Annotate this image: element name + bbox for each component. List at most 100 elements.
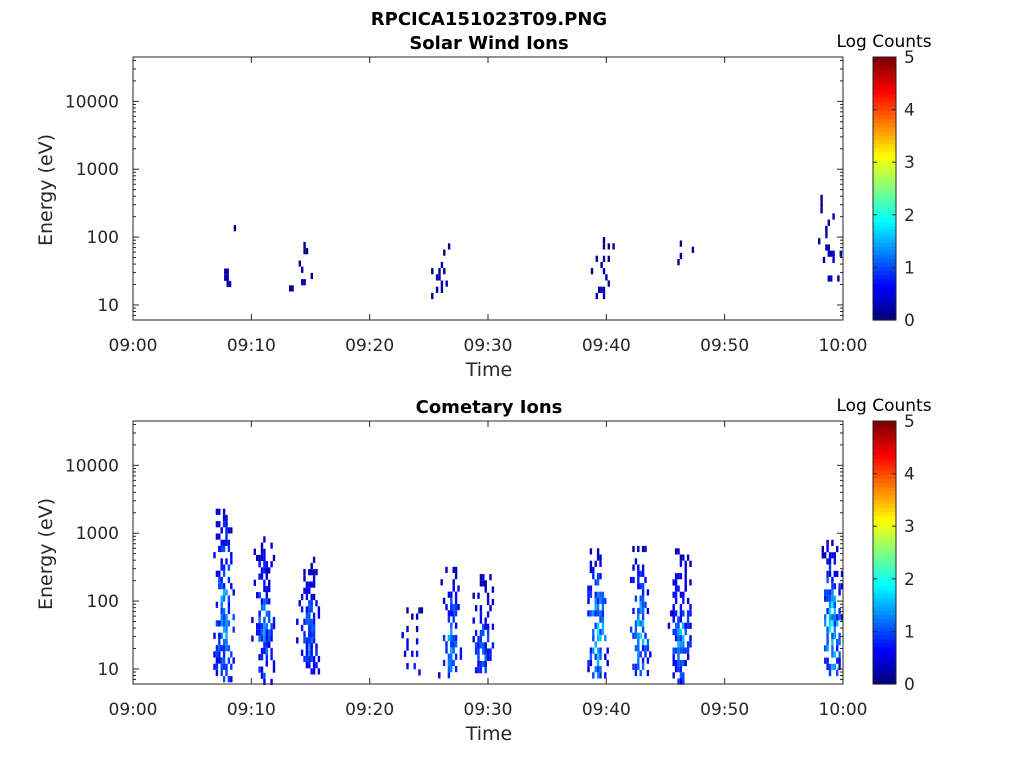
colorbar-swatch bbox=[873, 503, 896, 508]
spectrogram-cell bbox=[641, 638, 645, 646]
spectrogram-cell bbox=[303, 248, 306, 255]
spectrogram-cell bbox=[601, 616, 605, 623]
spectrogram-cell bbox=[312, 662, 316, 669]
colorbar-swatch bbox=[873, 651, 896, 656]
spectrogram-cell bbox=[831, 614, 834, 621]
spectrogram-cell bbox=[634, 645, 638, 652]
colorbar-swatch bbox=[873, 225, 896, 231]
spectrogram-cell bbox=[220, 614, 223, 621]
spectrogram-cell bbox=[677, 259, 680, 266]
x-tick-label: 09:20 bbox=[345, 336, 394, 356]
spectrogram-cell bbox=[674, 591, 678, 598]
spectrogram-cell bbox=[442, 659, 446, 666]
spectrogram-cell bbox=[679, 672, 683, 679]
spectrogram-cell bbox=[268, 635, 271, 642]
spectrogram-cell bbox=[454, 597, 458, 604]
colorbar-tick-label: 4 bbox=[904, 465, 915, 485]
spectrogram-cell bbox=[837, 275, 840, 282]
colorbar-tick-label: 1 bbox=[904, 622, 915, 642]
spectrogram-cell bbox=[315, 649, 318, 656]
spectrogram-cell bbox=[225, 669, 228, 677]
spectrogram-cell bbox=[838, 589, 841, 596]
spectrogram-cell bbox=[599, 591, 602, 598]
spectrogram-cell bbox=[604, 597, 607, 605]
spectrogram-cell bbox=[227, 676, 231, 683]
colorbar-swatch bbox=[873, 531, 896, 537]
spectrogram-cell bbox=[312, 593, 316, 601]
spectrogram-cell bbox=[308, 606, 311, 613]
spectrogram-cell bbox=[672, 616, 675, 623]
spectrogram-cell bbox=[838, 663, 841, 670]
spectrogram-cell bbox=[222, 521, 226, 528]
spectrogram-cell bbox=[268, 641, 271, 648]
spectrogram-cell bbox=[840, 570, 844, 577]
plot-frame bbox=[132, 420, 844, 685]
colorbar-swatch bbox=[873, 589, 896, 595]
spectrogram-cell bbox=[452, 566, 455, 573]
spectrogram-cell bbox=[686, 622, 690, 629]
spectrogram-cell bbox=[263, 554, 266, 562]
spectrogram-cell bbox=[225, 645, 228, 652]
spectrogram-cell bbox=[265, 641, 268, 648]
spectrogram-cell bbox=[251, 635, 254, 642]
colorbar-swatch bbox=[873, 437, 896, 443]
spectrogram-cell bbox=[832, 213, 835, 220]
spectrogram-cell bbox=[406, 625, 409, 633]
spectrogram-cell bbox=[445, 604, 448, 611]
spectrogram-cell bbox=[833, 626, 836, 633]
y-tick-label: 10000 bbox=[65, 456, 119, 476]
spectrogram-cell bbox=[826, 626, 829, 633]
spectrogram-cell bbox=[599, 672, 602, 679]
spectrogram-cell bbox=[308, 569, 311, 576]
spectrogram-cell bbox=[639, 583, 642, 590]
spectrogram-cell bbox=[317, 655, 321, 663]
spectrogram-cell bbox=[594, 653, 597, 660]
colorbar-swatch bbox=[873, 155, 896, 161]
spectrogram-cell bbox=[589, 560, 593, 567]
spectrogram-cell bbox=[674, 635, 678, 642]
spectrogram-cell bbox=[646, 645, 650, 652]
spectrogram-cell bbox=[301, 266, 304, 273]
spectrogram-cell bbox=[215, 620, 219, 627]
spectrogram-cell bbox=[227, 545, 231, 553]
spectrogram-cell bbox=[258, 592, 261, 599]
spectrogram-cell bbox=[310, 593, 313, 601]
spectrogram-cell bbox=[477, 636, 480, 643]
spectrogram-cell bbox=[315, 569, 318, 576]
spectrogram-cell bbox=[634, 620, 638, 627]
spectrogram-cell bbox=[590, 268, 594, 275]
colorbar-swatch bbox=[873, 577, 896, 582]
spectrogram-cell bbox=[634, 558, 638, 565]
spectrogram-cell bbox=[438, 672, 441, 679]
spectrogram-cell bbox=[317, 668, 321, 675]
spectrogram-cell bbox=[413, 663, 416, 670]
spectrogram-cell bbox=[312, 631, 316, 638]
spectrogram-cell bbox=[604, 672, 607, 679]
spectrogram-cell bbox=[672, 604, 675, 611]
spectrogram-cell bbox=[227, 576, 231, 584]
spectrogram-cell bbox=[315, 643, 318, 650]
spectrogram-cell bbox=[220, 607, 223, 615]
spectrogram-cell bbox=[454, 573, 458, 580]
spectrogram-cell bbox=[840, 583, 844, 590]
spectrogram-cell bbox=[684, 585, 687, 592]
spectrogram-cell bbox=[447, 243, 451, 250]
spectrogram-cell bbox=[672, 591, 675, 598]
spectrogram-cell bbox=[637, 663, 640, 670]
spectrogram-cell bbox=[258, 616, 261, 624]
spectrogram-cell bbox=[482, 642, 485, 649]
spectrogram-cell bbox=[225, 638, 228, 646]
spectrogram-cell bbox=[601, 622, 605, 629]
spectrogram-cell bbox=[474, 605, 478, 612]
spectrogram-cell bbox=[415, 613, 419, 620]
spectrogram-cell bbox=[594, 591, 597, 598]
cometary-y-axis-label: Energy (eV) bbox=[35, 498, 57, 610]
colorbar-swatch bbox=[873, 507, 896, 513]
spectrogram-cell bbox=[305, 618, 309, 625]
spectrogram-cell bbox=[833, 570, 836, 577]
spectrogram-cell bbox=[677, 585, 680, 592]
spectrogram-cell bbox=[606, 659, 609, 667]
spectrogram-cell bbox=[450, 591, 453, 598]
colorbar-swatch bbox=[873, 499, 896, 504]
spectrogram-cell bbox=[220, 527, 223, 534]
